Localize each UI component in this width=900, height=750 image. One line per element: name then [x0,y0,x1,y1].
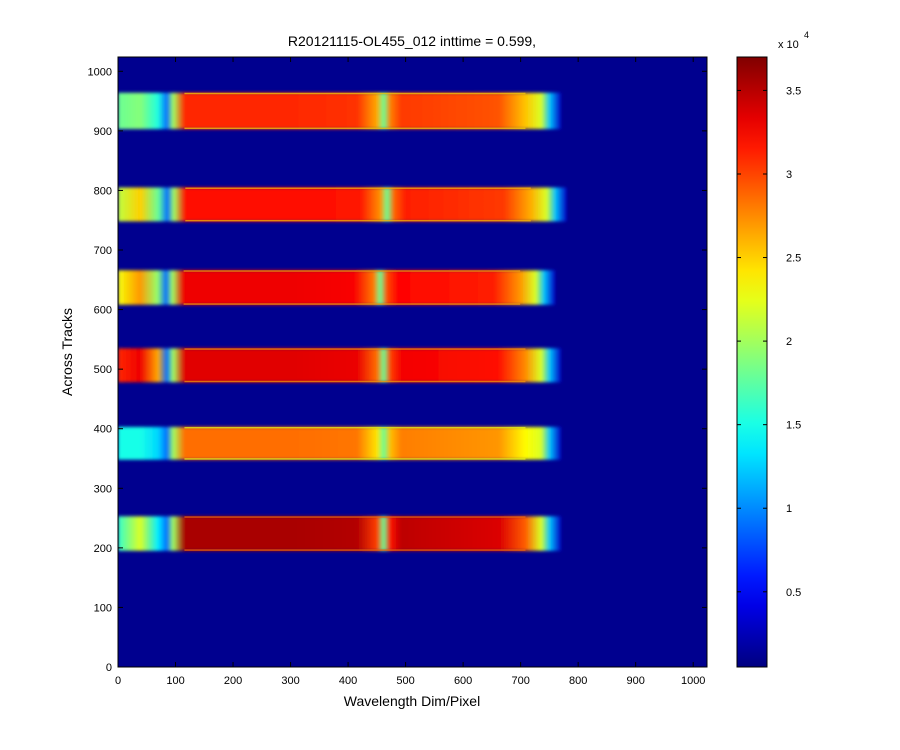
band-bottom-edge [185,219,531,222]
y-tick-label: 700 [94,245,112,257]
x-tick-label: 700 [511,675,529,687]
colorbar-tick-label: 2 [786,336,792,348]
band-bottom-edge [184,458,526,460]
x-tick-label: 600 [454,675,472,687]
colorbar-exponent: 4 [804,30,809,40]
y-tick-label: 500 [94,364,112,376]
heatmap-band [118,348,561,383]
colorbar: 0.5 1 1.5 2 2.5 3 3.5 [736,56,801,668]
heatmap-band [118,426,561,460]
colorbar-tick-label: 3 [786,169,792,181]
chart-title: R20121115-OL455_012 inttime = 0.599, [288,33,536,49]
colorbar-multiplier: x 10 [778,39,799,51]
x-tick-label: 800 [569,675,587,687]
plot-frame [117,56,708,668]
y-axis: 0 100 200 300 400 500 600 700 800 900 1000 [88,66,707,674]
colorbar-tick-label: 1 [786,503,792,515]
colorbar-tick-label: 1.5 [786,420,801,432]
heatmap-band [118,187,567,222]
y-tick-label: 900 [94,126,112,138]
band-bottom-edge [183,303,521,305]
band-bottom-edge [184,380,526,383]
x-tick-label: 900 [626,675,644,687]
band-top-edge [184,348,526,350]
colorbar-tick-label: 2.5 [786,253,801,265]
y-tick-label: 0 [106,662,112,674]
band-top-edge [183,270,521,272]
x-tick-label: 500 [396,675,414,687]
band-top-edge [185,187,531,189]
y-tick-label: 1000 [88,66,112,78]
plot-area [117,56,708,668]
x-tick-label: 400 [339,675,357,687]
x-axis-label: Wavelength Dim/Pixel [344,693,480,709]
y-tick-label: 300 [94,483,112,495]
y-tick-label: 400 [94,424,112,436]
x-tick-label: 100 [166,675,184,687]
band-bottom-edge [184,127,526,130]
y-axis-label: Across Tracks [59,308,75,396]
y-tick-label: 200 [94,543,112,555]
band-top-edge [184,516,526,518]
colorbar-gradient [736,56,768,668]
x-tick-label: 0 [115,675,121,687]
heatmap-band [118,270,556,305]
y-tick-label: 800 [94,185,112,197]
x-tick-label: 300 [281,675,299,687]
y-tick-label: 100 [94,602,112,614]
x-tick-label: 1000 [681,675,705,687]
colorbar-tick-label: 3.5 [786,85,801,97]
heatmap-band [118,92,561,130]
colorbar-tick-label: 0.5 [786,587,801,599]
x-axis: 0 100 200 300 400 500 600 700 800 900 1000 [115,57,705,687]
heatmap-band [118,516,561,551]
y-tick-label: 600 [94,305,112,317]
band-top-edge [184,92,526,95]
band-top-edge [184,426,526,429]
band-bottom-edge [184,549,526,551]
x-tick-label: 200 [224,675,242,687]
